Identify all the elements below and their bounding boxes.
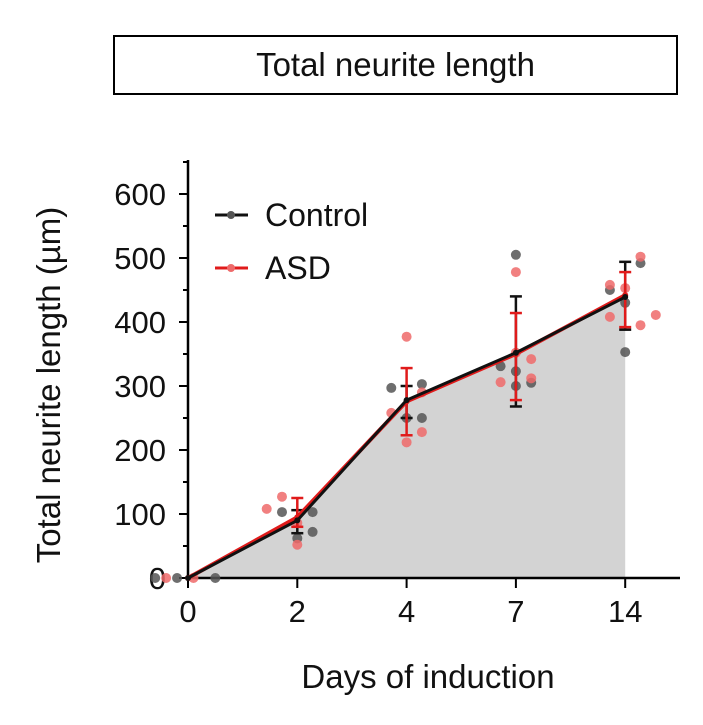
data-point-control xyxy=(307,507,318,518)
data-point-asd xyxy=(635,320,646,331)
data-point-control xyxy=(210,573,221,583)
data-point-control xyxy=(416,413,427,423)
x-axis-label: Days of induction xyxy=(301,658,554,695)
y-tick-label: 200 xyxy=(114,433,166,468)
x-tick-label: 2 xyxy=(289,594,306,629)
legend-label-control: Control xyxy=(265,197,368,233)
data-point-control xyxy=(510,249,521,260)
y-tick-label: 300 xyxy=(114,369,166,404)
data-point-asd xyxy=(276,491,287,502)
y-tick-label: 100 xyxy=(114,497,166,532)
data-point-asd xyxy=(261,503,272,514)
data-point-asd xyxy=(604,279,615,290)
data-point-control xyxy=(620,347,631,358)
data-point-asd xyxy=(401,331,412,342)
data-point-control xyxy=(276,507,287,518)
data-point-asd xyxy=(526,373,537,384)
data-point-asd xyxy=(650,309,661,320)
data-point-control xyxy=(416,379,427,390)
chart-title: Total neurite length xyxy=(113,35,678,95)
data-point-control xyxy=(307,526,318,537)
mean-marker-control xyxy=(294,517,301,524)
y-tick-label: 500 xyxy=(114,241,166,276)
data-point-asd xyxy=(635,251,646,262)
legend-label-asd: ASD xyxy=(265,250,331,286)
data-point-asd xyxy=(510,267,521,278)
data-point-asd xyxy=(401,437,412,448)
mean-marker-control xyxy=(622,294,629,301)
data-point-control xyxy=(150,573,161,583)
data-point-asd xyxy=(604,311,615,322)
mean-marker-control xyxy=(403,397,410,404)
x-tick-label: 7 xyxy=(507,594,524,629)
legend-marker-control xyxy=(227,211,235,219)
y-axis-label: Total neurite length (µm) xyxy=(30,207,67,564)
data-point-asd xyxy=(161,573,172,583)
legend-marker-asd xyxy=(227,264,235,272)
mean-marker-control xyxy=(512,349,519,356)
y-tick-label: 400 xyxy=(114,305,166,340)
data-point-asd xyxy=(495,377,506,388)
data-point-asd xyxy=(526,354,537,365)
data-point-asd xyxy=(292,539,303,550)
data-point-asd xyxy=(416,427,427,438)
x-tick-label: 4 xyxy=(398,594,415,629)
data-point-control xyxy=(172,573,183,583)
x-tick-label: 14 xyxy=(608,594,642,629)
y-tick-label: 600 xyxy=(114,177,166,212)
data-point-control xyxy=(386,382,397,393)
mean-marker-control xyxy=(185,575,191,581)
x-tick-label: 0 xyxy=(179,594,196,629)
